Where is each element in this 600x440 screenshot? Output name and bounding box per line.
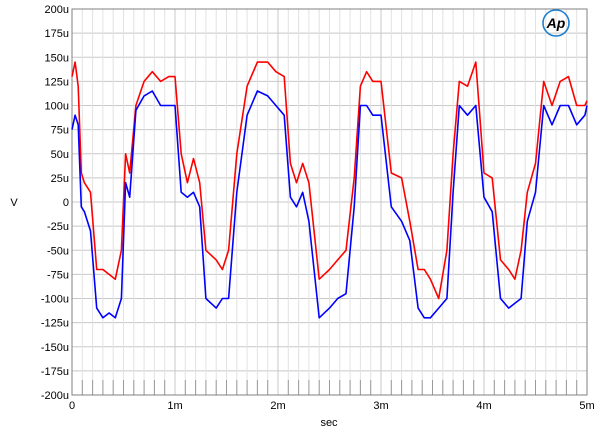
y-tick-labels: 200u 175u 150u 125u 100u 75u 50u 25u 0 -25u -50u -7… — [41, 4, 69, 402]
y-tick-label: -150u — [41, 342, 69, 354]
y-tick-label: -75u — [47, 269, 69, 281]
x-tick-label: 1m — [167, 400, 182, 412]
ap-logo: Ap — [542, 9, 570, 37]
x-minor-ticks — [81, 380, 578, 395]
y-tick-label: -50u — [47, 245, 69, 257]
y-tick-label: 150u — [45, 52, 69, 64]
y-axis-label: V — [10, 197, 18, 209]
y-tick-label: -100u — [41, 294, 69, 306]
y-tick-label: 25u — [51, 173, 69, 185]
series-line-1 — [71, 61, 588, 300]
y-tick-label: 125u — [45, 76, 69, 88]
x-tick-label: 3m — [373, 400, 388, 412]
x-tick-label: 4m — [476, 400, 491, 412]
y-tick-label: -25u — [47, 221, 69, 233]
x-tick-labels: 0 1m 2m 3m 4m 5m — [69, 400, 595, 412]
grid — [71, 8, 588, 396]
y-tick-label: 50u — [51, 149, 69, 161]
y-tick-label: 100u — [45, 101, 69, 113]
y-tick-label: 175u — [45, 28, 69, 40]
y-tick-label: -125u — [41, 318, 69, 330]
series-line-2 — [71, 90, 588, 319]
series-group — [71, 61, 588, 319]
x-tick-label: 2m — [270, 400, 285, 412]
y-tick-label: 75u — [51, 125, 69, 137]
y-tick-label: 200u — [45, 4, 69, 16]
x-axis-label: sec — [320, 417, 338, 429]
y-tick-label: -200u — [41, 390, 69, 402]
ap-logo-ring — [542, 9, 570, 37]
x-tick-label: 0 — [69, 400, 75, 412]
x-tick-label: 5m — [579, 400, 594, 412]
plot-frame — [71, 8, 588, 396]
y-tick-label: 0 — [63, 197, 69, 209]
ap-logo-text: Ap — [546, 15, 566, 31]
y-tick-label: -175u — [41, 366, 69, 378]
